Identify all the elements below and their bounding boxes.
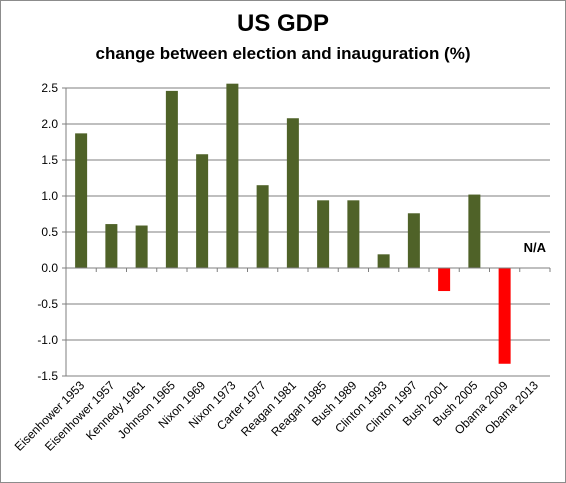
bar <box>317 200 330 268</box>
chart-title: US GDP <box>236 10 329 37</box>
y-tick-label: 2.0 <box>41 117 58 131</box>
y-tick-label: 0.0 <box>41 261 58 275</box>
bar <box>226 83 239 269</box>
bar <box>135 225 148 268</box>
y-tick-label: -0.5 <box>37 297 58 311</box>
bar <box>165 90 178 268</box>
bar <box>196 154 209 268</box>
bar <box>256 185 269 268</box>
y-tick-label: -1.0 <box>37 333 58 347</box>
na-annotation: N/A <box>524 240 547 255</box>
y-tick-label: -1.5 <box>37 369 58 383</box>
bar <box>498 268 511 364</box>
bar <box>407 213 420 268</box>
bar <box>105 224 118 268</box>
bar <box>347 200 360 268</box>
bar <box>75 133 88 268</box>
bar <box>377 254 390 268</box>
y-tick-label: 1.0 <box>41 189 58 203</box>
bar <box>468 194 481 268</box>
bar <box>286 118 299 269</box>
y-tick-label: 2.5 <box>41 81 58 95</box>
chart-subtitle: change between election and inauguration… <box>95 44 471 63</box>
bar <box>438 268 451 292</box>
y-tick-label: 1.5 <box>41 153 58 167</box>
y-tick-label: 0.5 <box>41 225 58 239</box>
